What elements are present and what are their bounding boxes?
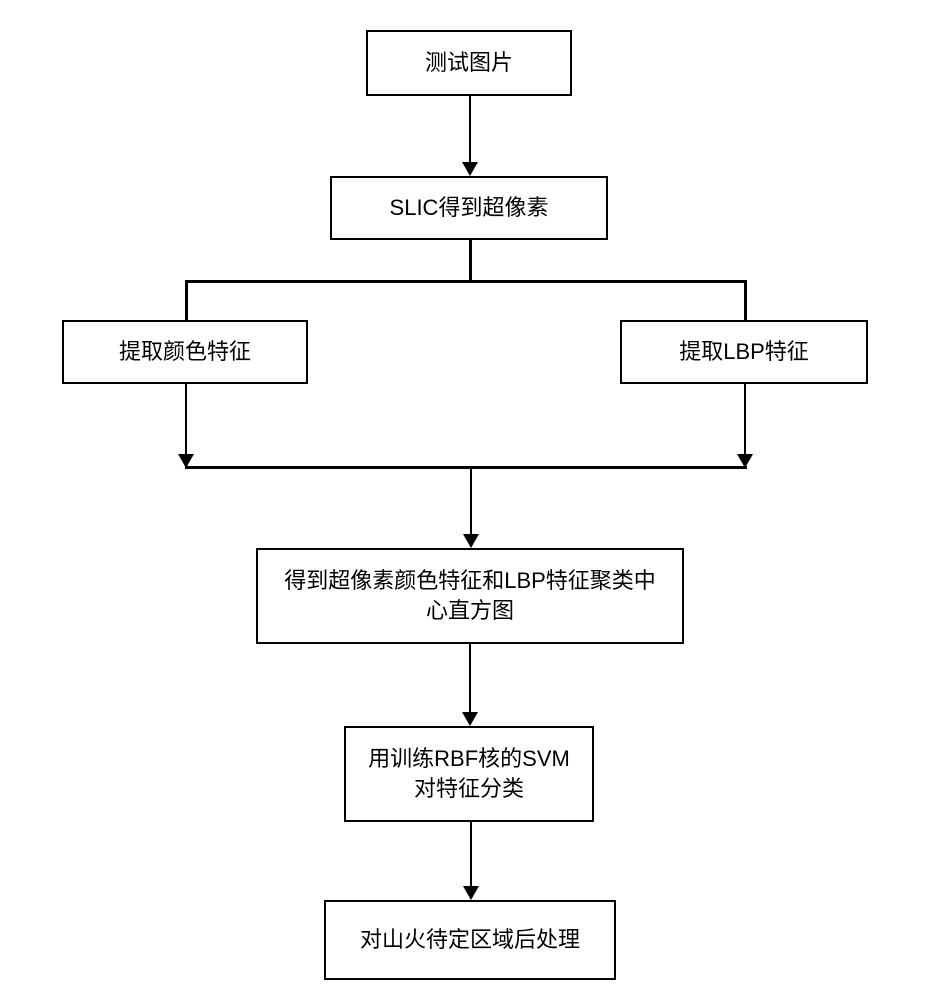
connector xyxy=(744,280,747,320)
arrow xyxy=(470,822,472,898)
node-slic-superpixel: SLIC得到超像素 xyxy=(330,176,608,240)
node-label: 用训练RBF核的SVM对特征分类 xyxy=(362,744,576,803)
node-extract-lbp: 提取LBP特征 xyxy=(620,320,868,384)
node-label: 对山火待定区域后处理 xyxy=(360,925,580,955)
node-label: 提取颜色特征 xyxy=(119,337,251,367)
node-extract-color: 提取颜色特征 xyxy=(62,320,308,384)
arrow xyxy=(469,644,471,724)
connector xyxy=(185,466,747,469)
node-label: 得到超像素颜色特征和LBP特征聚类中心直方图 xyxy=(274,566,666,625)
node-label: SLIC得到超像素 xyxy=(390,193,549,223)
node-label: 测试图片 xyxy=(425,48,513,78)
node-label: 提取LBP特征 xyxy=(679,337,809,367)
connector xyxy=(185,280,747,283)
node-svm-classify: 用训练RBF核的SVM对特征分类 xyxy=(344,726,594,822)
flowchart-canvas: 测试图片 SLIC得到超像素 提取颜色特征 提取LBP特征 得到超像素颜色特征和… xyxy=(0,0,940,1000)
arrow xyxy=(744,384,746,466)
arrow xyxy=(469,96,471,174)
node-postprocess: 对山火待定区域后处理 xyxy=(324,900,616,980)
connector xyxy=(185,280,188,320)
arrow xyxy=(185,384,187,466)
connector xyxy=(469,240,472,280)
arrow xyxy=(470,466,472,546)
node-histogram: 得到超像素颜色特征和LBP特征聚类中心直方图 xyxy=(256,548,684,644)
node-test-image: 测试图片 xyxy=(366,30,572,96)
